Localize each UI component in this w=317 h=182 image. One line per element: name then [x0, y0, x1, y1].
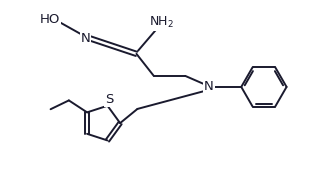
Text: N: N: [81, 32, 90, 45]
Text: NH$_2$: NH$_2$: [149, 15, 174, 30]
Text: S: S: [105, 93, 113, 106]
Text: N: N: [204, 80, 214, 93]
Text: HO: HO: [40, 13, 60, 26]
